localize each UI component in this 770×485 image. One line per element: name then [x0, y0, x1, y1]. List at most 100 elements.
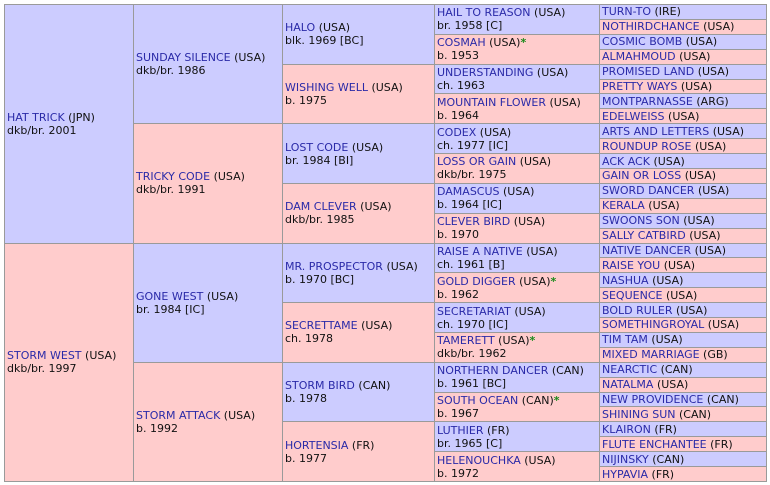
horse-name[interactable]: LOST CODE	[285, 140, 349, 154]
pedigree-row: LOSS OR GAIN (USA) dkb/br. 1975 ACK ACK (U…	[5, 153, 767, 184]
horse-cell: WISHING WELL (USA) b. 1975	[282, 63, 435, 125]
horse-name[interactable]: UNDERSTANDING	[437, 66, 534, 80]
horse-name[interactable]: KERALA	[602, 199, 645, 213]
horse-name[interactable]: ARTS AND LETTERS	[602, 124, 710, 138]
horse-country: (JPN)	[68, 110, 95, 124]
horse-country: (CAN)	[652, 452, 685, 466]
horse-country: (IRE)	[654, 5, 681, 19]
horse-name[interactable]: FLUTE ENCHANTEE	[602, 437, 707, 451]
horse-name[interactable]: MONTPARNASSE	[602, 94, 693, 108]
horse-cell: CODEX (USA) ch. 1977 [IC]	[434, 123, 600, 155]
horse-name[interactable]: DAMASCUS	[437, 185, 500, 199]
horse-info: ch. 1977 [IC]	[437, 138, 509, 152]
horse-name[interactable]: SECRETARIAT	[437, 304, 511, 318]
horse-info: b. 1964	[437, 108, 479, 122]
pedigree-row: TRICKY CODE (USA) dkb/br. 1991 LOST CODE (…	[5, 123, 767, 244]
horse-name[interactable]: TIM TAM	[602, 333, 648, 347]
horse-country: (USA)	[653, 154, 685, 168]
horse-name[interactable]: PROMISED LAND	[602, 65, 695, 79]
horse-country: (USA)	[361, 319, 393, 333]
horse-cell: LOSS OR GAIN (USA) dkb/br. 1975	[434, 153, 600, 184]
horse-name[interactable]: LOSS OR GAIN	[437, 155, 517, 169]
horse-country: (USA)	[386, 259, 418, 273]
horse-name[interactable]: TAMERETT	[437, 334, 495, 348]
horse-name[interactable]: ACK ACK	[602, 154, 650, 168]
horse-name[interactable]: SECRETTAME	[285, 319, 358, 333]
horse-name[interactable]: HELENOUCHKA	[437, 453, 521, 467]
horse-name[interactable]: GONE WEST	[136, 289, 204, 303]
horse-cell: DAM CLEVER (USA) dkb/br. 1985	[282, 182, 435, 244]
horse-country: (USA)	[524, 453, 556, 467]
horse-info: b. 1967	[437, 406, 479, 420]
pedigree-row: DAM CLEVER (USA) dkb/br. 1985 DAMASCUS (US…	[5, 182, 767, 244]
horse-name[interactable]: HAT TRICK	[7, 110, 65, 124]
horse-name[interactable]: CODEX	[437, 125, 477, 139]
horse-name[interactable]: SWORD DANCER	[602, 184, 695, 198]
horse-name[interactable]: HYPAVIA	[602, 467, 649, 481]
horse-name[interactable]: MR. PROSPECTOR	[285, 259, 383, 273]
horse-name[interactable]: GAIN OR LOSS	[602, 169, 682, 183]
horse-cell: DAMASCUS (USA) b. 1964 [IC]	[434, 182, 600, 214]
horse-name[interactable]: DAM CLEVER	[285, 200, 357, 214]
horse-country: (USA)	[680, 79, 713, 93]
horse-name[interactable]: COSMIC BOMB	[602, 35, 683, 49]
horse-name[interactable]: NATIVE DANCER	[602, 243, 692, 257]
horse-name[interactable]: SOMETHINGROYAL	[602, 318, 705, 332]
horse-name[interactable]: HORTENSIA	[285, 438, 349, 452]
horse-name[interactable]: MOUNTAIN FLOWER	[437, 95, 546, 109]
horse-name[interactable]: SEQUENCE	[602, 288, 663, 302]
horse-name[interactable]: NATALMA	[602, 378, 654, 392]
pedigree-row: SOUTH OCEAN (CAN)* b. 1967 NEW PROVIDENCE …	[5, 391, 767, 423]
horse-name[interactable]: HALO	[285, 21, 316, 35]
horse-name[interactable]: NEARCTIC	[602, 363, 658, 377]
pedigree-row: HAT TRICK (JPN) dkb/br. 2001 SUNDAY SILENC…	[4, 3, 767, 244]
horse-cell: SECRETARIAT (USA) ch. 1970 [IC]	[434, 302, 600, 333]
horse-name[interactable]: HAIL TO REASON	[437, 6, 531, 20]
horse-name[interactable]: NASHUA	[602, 273, 649, 287]
horse-name[interactable]: SALLY CATBIRD	[602, 229, 686, 243]
horse-info: ch. 1963	[437, 79, 486, 93]
horse-country: (USA)	[684, 169, 717, 183]
horse-name[interactable]: NEW PROVIDENCE	[602, 393, 704, 407]
horse-name[interactable]: STORM ATTACK	[136, 408, 221, 422]
horse-country: (FR)	[654, 422, 677, 436]
star-mark: *	[550, 274, 557, 288]
horse-name[interactable]: TRICKY CODE	[136, 170, 211, 184]
horse-name[interactable]: LUTHIER	[437, 423, 484, 437]
horse-name[interactable]: WISHING WELL	[285, 80, 368, 94]
horse-name[interactable]: TURN-TO	[602, 5, 651, 19]
horse-name[interactable]: SHINING SUN	[602, 407, 676, 421]
horse-name[interactable]: SWOONS SON	[602, 214, 680, 228]
horse-name[interactable]: STORM BIRD	[285, 379, 355, 393]
horse-cell: HAT TRICK (JPN) dkb/br. 2001	[4, 4, 134, 244]
horse-cell: TURN-TO (IRE)	[599, 4, 767, 20]
horse-info: b. 1978	[285, 392, 327, 406]
horse-name[interactable]: NORTHERN DANCER	[437, 364, 549, 378]
horse-name[interactable]: RAISE YOU	[602, 258, 661, 272]
horse-name[interactable]: BOLD RULER	[602, 303, 673, 317]
horse-country: (USA)	[665, 288, 698, 302]
horse-name[interactable]: NIJINSKY	[602, 452, 649, 466]
horse-name[interactable]: EDELWEISS	[602, 109, 665, 123]
horse-name[interactable]: NOTHIRDCHANCE	[602, 20, 700, 34]
horse-name[interactable]: GOLD DIGGER	[437, 274, 516, 288]
horse-name[interactable]: RAISE A NATIVE	[437, 244, 523, 258]
horse-name[interactable]: KLAIRON	[602, 422, 651, 436]
horse-cell: CLEVER BIRD (USA) b. 1970	[434, 212, 600, 244]
horse-name[interactable]: CLEVER BIRD	[437, 215, 511, 229]
horse-name[interactable]: SUNDAY SILENCE	[136, 51, 231, 65]
horse-name[interactable]: MIXED MARRIAGE	[602, 348, 700, 362]
horse-cell: HALO (USA) blk. 1969 [BC]	[282, 4, 435, 65]
horse-name[interactable]: ROUNDUP ROSE	[602, 139, 692, 153]
horse-country: (USA)	[697, 184, 730, 198]
horse-cell: PRETTY WAYS (USA)	[599, 78, 767, 95]
horse-name[interactable]: PRETTY WAYS	[602, 79, 678, 93]
pedigree-row: ALMAHMOUD (USA)	[5, 48, 767, 65]
horse-name[interactable]: COSMAH	[437, 36, 486, 50]
horse-name[interactable]: STORM WEST	[7, 349, 82, 363]
horse-cell: NORTHERN DANCER (CAN) b. 1961 [BC]	[434, 361, 600, 393]
horse-name[interactable]: SOUTH OCEAN	[437, 393, 519, 407]
horse-cell: FLUTE ENCHANTEE (FR)	[599, 436, 767, 453]
horse-cell: GAIN OR LOSS (USA)	[599, 167, 767, 184]
horse-name[interactable]: ALMAHMOUD	[602, 50, 676, 64]
